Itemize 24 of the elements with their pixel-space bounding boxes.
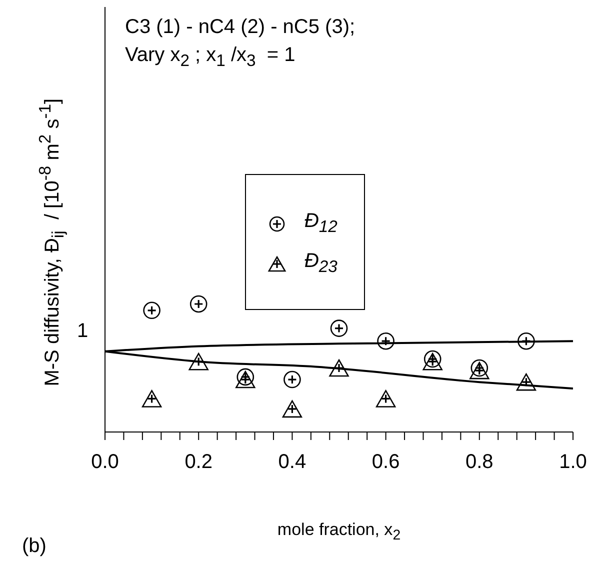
- x-tick-label: 0.4: [278, 451, 306, 474]
- point: [377, 332, 394, 350]
- chart-subtitle: Vary x$_{2}$ ; x$_{1}$ /x$_{3}$ = 1: [125, 44, 296, 71]
- text: 1: [77, 320, 88, 343]
- legend-label: Đ$_{23}$: [304, 250, 338, 277]
- point: [284, 370, 301, 388]
- point: [376, 390, 396, 408]
- x-tick-label: 0.0: [91, 451, 119, 474]
- x-axis-title: mole fraction, x$_{2}$: [276, 520, 402, 544]
- x-tick-label: 0.8: [465, 451, 494, 474]
- point: [329, 359, 349, 377]
- point: [518, 332, 535, 350]
- point: [282, 400, 302, 418]
- point: [142, 390, 162, 408]
- text: (b): [22, 535, 46, 558]
- point: [190, 295, 208, 313]
- legend-label: Đ$_{12}$: [304, 210, 338, 237]
- point: [330, 320, 348, 337]
- point: [143, 302, 160, 320]
- x-tick-label: 0.2: [184, 451, 213, 474]
- x-tick-label: 1.0: [559, 451, 587, 474]
- x-tick-label: 0.6: [372, 451, 400, 474]
- point: [516, 373, 536, 391]
- chart-title: C3 (1) - nC4 (2) - nC5 (3);: [125, 16, 356, 39]
